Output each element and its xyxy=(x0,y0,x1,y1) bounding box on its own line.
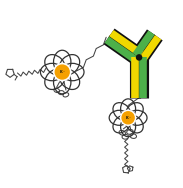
Circle shape xyxy=(55,65,69,79)
Text: K$^+$: K$^+$ xyxy=(59,68,66,76)
Circle shape xyxy=(137,55,142,60)
Circle shape xyxy=(121,110,136,125)
Circle shape xyxy=(122,112,134,124)
Circle shape xyxy=(54,64,71,81)
Text: K$^+$: K$^+$ xyxy=(125,114,132,121)
